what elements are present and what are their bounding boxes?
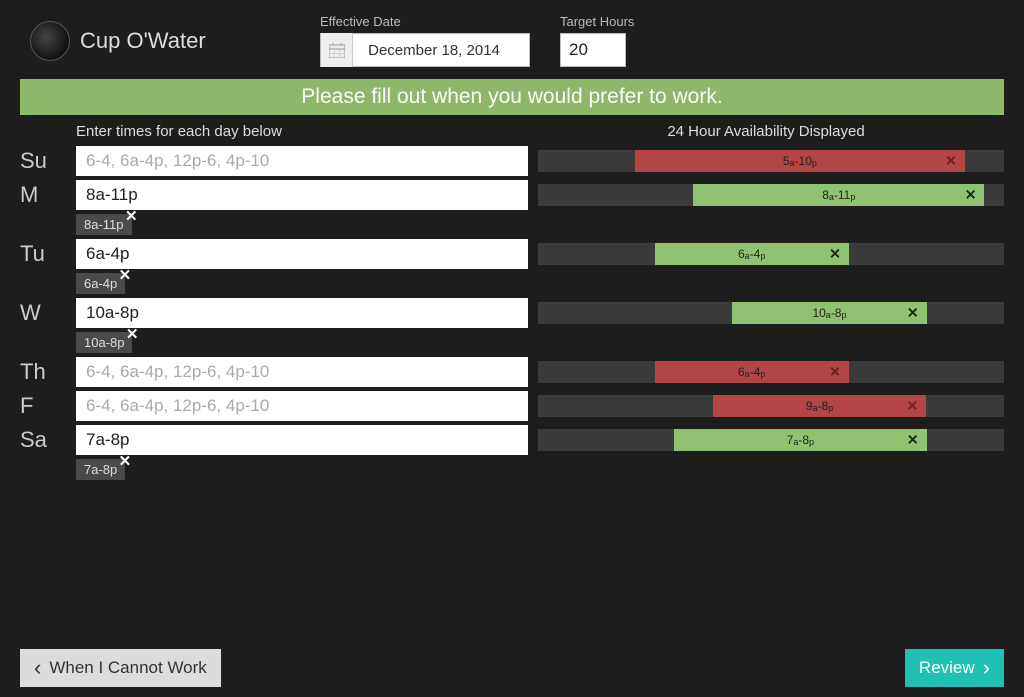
instruction-banner: Please fill out when you would prefer to… bbox=[20, 79, 1004, 115]
day-body: 5a-10p✕ bbox=[76, 146, 1004, 176]
when-i-cannot-work-button[interactable]: ‹ When I Cannot Work bbox=[20, 649, 221, 687]
availability-track: 8a-11p✕ bbox=[538, 184, 1004, 206]
availability-track: 7a-8p✕ bbox=[538, 429, 1004, 451]
calendar-icon bbox=[321, 33, 353, 67]
time-input[interactable] bbox=[76, 357, 528, 387]
column-headers: Enter times for each day below 24 Hour A… bbox=[0, 123, 1024, 146]
close-icon[interactable]: ✕ bbox=[126, 325, 139, 343]
time-chip[interactable]: 8a-11p✕ bbox=[76, 214, 132, 235]
time-chip[interactable]: 6a-4p✕ bbox=[76, 273, 125, 294]
close-icon[interactable]: ✕ bbox=[119, 266, 132, 284]
effective-date-picker[interactable]: December 18, 2014 bbox=[320, 33, 530, 67]
day-rows: Su5a-10p✕M8a-11p✕8a-11p✕Tu6a-4p✕6a-4p✕W1… bbox=[0, 146, 1024, 480]
brand-logo-icon bbox=[30, 21, 70, 61]
brand: Cup O'Water bbox=[30, 21, 290, 61]
close-icon[interactable]: ✕ bbox=[119, 452, 132, 470]
availability-segment[interactable]: 7a-8p✕ bbox=[674, 429, 927, 451]
day-row: M 8a-11p✕ 8a-11p✕ bbox=[20, 180, 1004, 235]
time-chip[interactable]: 7a-8p✕ bbox=[76, 459, 125, 480]
day-row: Tu 6a-4p✕ 6a-4p✕ bbox=[20, 239, 1004, 294]
day-body: 9a-8p✕ bbox=[76, 391, 1004, 421]
availability-segment[interactable]: 6a-4p✕ bbox=[655, 243, 849, 265]
day-row: Sa 7a-8p✕ 7a-8p✕ bbox=[20, 425, 1004, 480]
availability-track: 5a-10p✕ bbox=[538, 150, 1004, 172]
effective-date-value: December 18, 2014 bbox=[353, 42, 515, 59]
availability-segment[interactable]: 5a-10p✕ bbox=[635, 150, 965, 172]
availability-track: 6a-4p✕ bbox=[538, 243, 1004, 265]
back-button-label: When I Cannot Work bbox=[49, 658, 206, 678]
time-input[interactable] bbox=[76, 180, 528, 210]
close-icon[interactable]: ✕ bbox=[906, 398, 918, 415]
close-icon[interactable]: ✕ bbox=[125, 207, 138, 225]
effective-date-group: Effective Date December 18, 2014 bbox=[320, 14, 530, 67]
time-chips: 10a-8p✕ bbox=[76, 332, 1004, 353]
day-label: M bbox=[20, 180, 70, 208]
footer: ‹ When I Cannot Work Review › bbox=[20, 649, 1004, 687]
close-icon[interactable]: ✕ bbox=[907, 305, 919, 322]
day-io-row: 10a-8p✕ bbox=[76, 298, 1004, 328]
time-input[interactable] bbox=[76, 425, 528, 455]
review-button[interactable]: Review › bbox=[905, 649, 1004, 687]
day-body: 8a-11p✕ 8a-11p✕ bbox=[76, 180, 1004, 235]
time-chip[interactable]: 10a-8p✕ bbox=[76, 332, 132, 353]
day-label: Sa bbox=[20, 425, 70, 453]
availability-segment[interactable]: 6a-4p✕ bbox=[655, 361, 849, 383]
day-label: W bbox=[20, 298, 70, 326]
availability-segment[interactable]: 9a-8p✕ bbox=[713, 395, 926, 417]
day-row: W 10a-8p✕ 10a-8p✕ bbox=[20, 298, 1004, 353]
day-io-row: 7a-8p✕ bbox=[76, 425, 1004, 455]
day-body: 7a-8p✕ 7a-8p✕ bbox=[76, 425, 1004, 480]
day-io-row: 6a-4p✕ bbox=[76, 357, 1004, 387]
close-icon[interactable]: ✕ bbox=[945, 153, 957, 170]
day-label: Tu bbox=[20, 239, 70, 267]
day-label: Su bbox=[20, 146, 70, 174]
day-io-row: 9a-8p✕ bbox=[76, 391, 1004, 421]
day-io-row: 6a-4p✕ bbox=[76, 239, 1004, 269]
target-hours-group: Target Hours bbox=[560, 14, 634, 67]
chevron-right-icon: › bbox=[983, 655, 990, 681]
day-row: Su 5a-10p✕ bbox=[20, 146, 1004, 176]
target-hours-label: Target Hours bbox=[560, 14, 634, 29]
day-row: Th 6a-4p✕ bbox=[20, 357, 1004, 387]
review-button-label: Review bbox=[919, 658, 975, 678]
column-header-right: 24 Hour Availability Displayed bbox=[528, 123, 1004, 140]
time-chips: 7a-8p✕ bbox=[76, 459, 1004, 480]
target-hours-input[interactable] bbox=[560, 33, 626, 67]
availability-segment[interactable]: 8a-11p✕ bbox=[693, 184, 984, 206]
availability-track: 6a-4p✕ bbox=[538, 361, 1004, 383]
day-body: 6a-4p✕ 6a-4p✕ bbox=[76, 239, 1004, 294]
day-label: F bbox=[20, 391, 70, 419]
day-row: F 9a-8p✕ bbox=[20, 391, 1004, 421]
time-chips: 8a-11p✕ bbox=[76, 214, 1004, 235]
time-input[interactable] bbox=[76, 146, 528, 176]
header: Cup O'Water Effective Date December 18, … bbox=[0, 0, 1024, 77]
day-io-row: 5a-10p✕ bbox=[76, 146, 1004, 176]
column-header-left: Enter times for each day below bbox=[76, 123, 528, 140]
day-body: 10a-8p✕ 10a-8p✕ bbox=[76, 298, 1004, 353]
chevron-left-icon: ‹ bbox=[34, 655, 41, 681]
time-input[interactable] bbox=[76, 239, 528, 269]
day-body: 6a-4p✕ bbox=[76, 357, 1004, 387]
time-chips: 6a-4p✕ bbox=[76, 273, 1004, 294]
close-icon[interactable]: ✕ bbox=[829, 364, 841, 381]
availability-segment[interactable]: 10a-8p✕ bbox=[732, 302, 926, 324]
close-icon[interactable]: ✕ bbox=[907, 432, 919, 449]
time-input[interactable] bbox=[76, 298, 528, 328]
day-io-row: 8a-11p✕ bbox=[76, 180, 1004, 210]
close-icon[interactable]: ✕ bbox=[965, 187, 977, 204]
effective-date-label: Effective Date bbox=[320, 14, 530, 29]
availability-track: 9a-8p✕ bbox=[538, 395, 1004, 417]
day-label: Th bbox=[20, 357, 70, 385]
time-input[interactable] bbox=[76, 391, 528, 421]
brand-name: Cup O'Water bbox=[80, 28, 206, 54]
close-icon[interactable]: ✕ bbox=[829, 246, 841, 263]
availability-track: 10a-8p✕ bbox=[538, 302, 1004, 324]
